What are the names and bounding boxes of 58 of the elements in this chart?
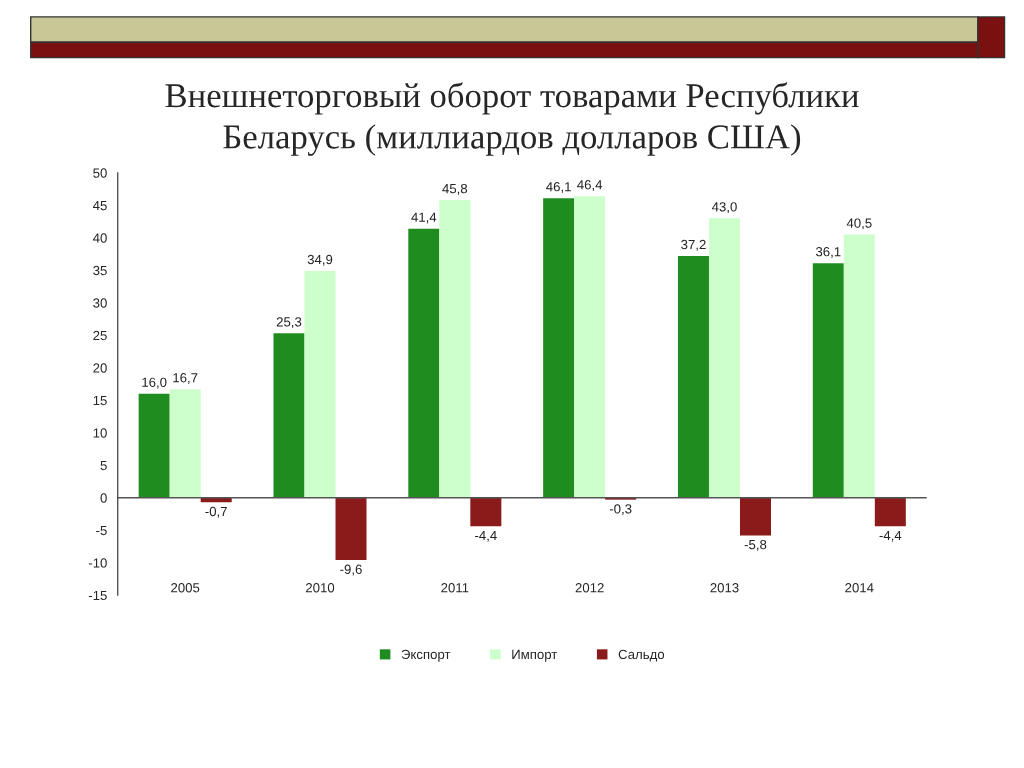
chart-title: Внешнеторговый оборот товарами Республики Беларусь (миллиардов долларов США)	[165, 82, 859, 156]
data-label: -0,3	[609, 504, 632, 516]
bar	[543, 198, 575, 498]
bar	[874, 497, 906, 527]
data-label: 25,3	[276, 317, 302, 329]
y-tick-label: 15	[93, 395, 107, 406]
y-tick-label: 25	[93, 330, 107, 341]
data-label: 41,4	[411, 212, 437, 224]
bar	[677, 255, 709, 498]
data-label: 34,9	[307, 254, 333, 266]
y-tick-label: 0	[100, 493, 107, 503]
data-label: -9,6	[340, 564, 362, 576]
data-label: 45,8	[442, 183, 468, 195]
x-tick-label: 2010	[305, 583, 335, 593]
data-label: 46,1	[546, 182, 571, 193]
x-tick-label: 2013	[710, 583, 739, 593]
x-tick-label: 2014	[845, 583, 874, 593]
x-tick-label: 2005	[171, 583, 200, 593]
y-tick-label: 20	[93, 363, 107, 373]
y-tick-label: 45	[92, 201, 107, 211]
data-label: 36,1	[815, 247, 841, 258]
legend-label: Экспорт	[401, 649, 451, 662]
legend-label: Импорт	[512, 649, 558, 662]
data-label: 16,0	[142, 377, 167, 389]
x-tick-label: 2011	[441, 583, 469, 593]
y-tick-label: 5	[100, 460, 107, 471]
bar	[439, 200, 471, 498]
data-label: 16,7	[173, 373, 198, 384]
y-tick-label: -15	[88, 590, 107, 601]
bar	[574, 196, 606, 498]
data-label: -5,8	[744, 539, 767, 551]
data-label: 43,0	[711, 202, 737, 214]
data-label: -4,4	[879, 530, 902, 542]
data-label: -0,7	[205, 506, 227, 518]
y-tick-label: 10	[93, 428, 107, 438]
bar	[273, 333, 305, 498]
bar	[408, 228, 440, 498]
y-tick-label: 40	[92, 233, 107, 243]
bar	[304, 270, 336, 498]
data-label: 46,4	[577, 180, 603, 191]
data-label: 37,2	[681, 239, 706, 251]
bar	[739, 497, 771, 536]
y-tick-label: 50	[93, 168, 107, 178]
bar	[708, 218, 740, 498]
bar	[335, 497, 367, 561]
y-tick-label: 35	[93, 265, 107, 276]
y-tick-label: -10	[88, 558, 107, 568]
bar	[812, 263, 844, 498]
legend-label: Сальдо	[618, 649, 665, 662]
y-tick-label: 30	[93, 298, 107, 308]
data-label: 40,5	[846, 218, 872, 230]
bar	[169, 389, 201, 498]
data-label: -4,4	[475, 530, 497, 542]
x-tick-label: 2012	[575, 583, 604, 593]
bar	[138, 393, 170, 498]
bar	[470, 497, 502, 527]
bar	[843, 234, 875, 498]
y-tick-label: -5	[96, 525, 107, 536]
